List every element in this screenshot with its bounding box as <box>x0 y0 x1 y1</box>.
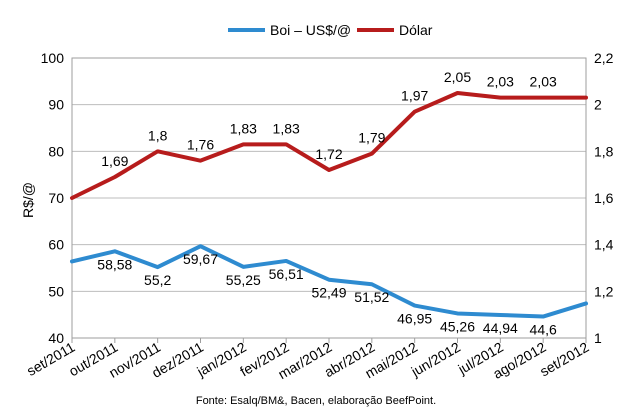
data-label: 55,2 <box>144 272 171 288</box>
y2-tick-label: 1,2 <box>594 283 614 299</box>
data-label: 55,25 <box>226 272 261 288</box>
y2-tick-label: 1 <box>594 330 602 346</box>
source-note: Fonte: Esalq/BM&, Bacen, elaboração Beef… <box>196 395 436 407</box>
series-group <box>70 91 588 319</box>
data-label: 44,94 <box>483 320 518 336</box>
data-label: 58,58 <box>97 256 132 272</box>
right-axis-ticks: 1 1,2 1,4 1,6 1,8 2 2,2 <box>594 50 614 346</box>
data-label: 51,52 <box>354 289 389 305</box>
y-tick-label: 70 <box>48 190 64 206</box>
y-tick-label: 80 <box>48 143 64 159</box>
series-line-dolar <box>70 91 588 200</box>
y2-tick-label: 1,4 <box>594 237 614 253</box>
y-axis-title: R$/@ <box>20 182 36 218</box>
data-label: 1,97 <box>401 88 428 104</box>
x-axis-ticks: set/2011out/2011nov/2011dez/2011jan/2012… <box>24 338 592 382</box>
y-tick-label: 50 <box>48 283 64 299</box>
data-label: 1,79 <box>358 130 385 146</box>
y2-tick-label: 1,8 <box>594 143 614 159</box>
data-labels: 58,58 55,2 59,67 55,25 56,51 52,49 51,52 46,95 4… <box>97 69 557 338</box>
x-tick-label: jun/2012 <box>408 339 464 380</box>
data-label: 56,51 <box>269 266 304 282</box>
data-label: 1,83 <box>230 120 257 136</box>
y-tick-label: 40 <box>48 330 64 346</box>
data-label: 45,26 <box>440 318 475 334</box>
legend: Boi – US$/@ Dólar <box>228 22 433 38</box>
y-tick-label: 100 <box>41 50 65 66</box>
data-label: 52,49 <box>311 285 346 301</box>
series-line-boi <box>70 244 588 319</box>
data-label: 1,69 <box>101 153 128 169</box>
data-label: 1,8 <box>148 127 168 143</box>
data-label: 44,6 <box>530 322 557 338</box>
data-label: 46,95 <box>397 311 432 327</box>
data-label: 1,72 <box>315 146 342 162</box>
left-axis-ticks: 40 50 60 70 80 90 100 <box>41 50 65 346</box>
data-label: 1,76 <box>187 137 214 153</box>
data-label: 2,05 <box>444 69 471 85</box>
legend-label: Dólar <box>399 22 433 38</box>
y-tick-label: 90 <box>48 97 64 113</box>
y2-tick-label: 2,2 <box>594 50 614 66</box>
data-label: 1,83 <box>273 120 300 136</box>
y2-tick-label: 2 <box>594 97 602 113</box>
y-tick-label: 60 <box>48 237 64 253</box>
data-label: 2,03 <box>530 74 557 90</box>
x-tick-label: jan/2012 <box>193 339 249 380</box>
legend-label: Boi – US$/@ <box>270 22 351 38</box>
data-label: 2,03 <box>487 74 514 90</box>
data-label: 59,67 <box>183 251 218 267</box>
x-tick-label: set/2012 <box>537 339 592 380</box>
y2-tick-label: 1,6 <box>594 190 614 206</box>
